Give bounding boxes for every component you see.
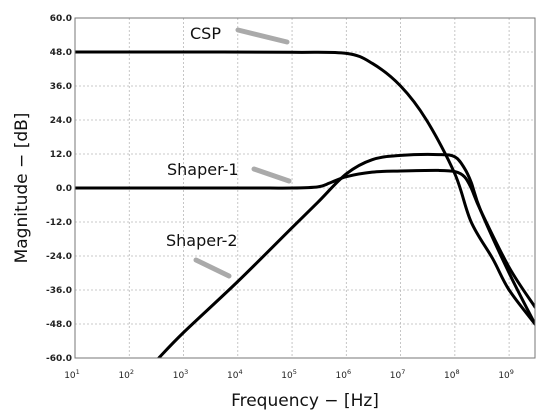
y-tick-label: -60.0	[46, 354, 72, 364]
x-tick-label: 108	[444, 368, 460, 381]
x-tick-label: 107	[390, 368, 406, 381]
y-tick-label: -36.0	[46, 286, 72, 296]
annotation-pointer-csp	[235, 27, 290, 45]
x-tick-label: 106	[336, 368, 352, 381]
y-tick-label: 12.0	[50, 150, 72, 160]
y-axis-label: Magnitude − [dB]	[12, 113, 32, 264]
annotation-csp: CSP	[190, 24, 221, 43]
y-tick-label: 36.0	[50, 82, 72, 92]
y-tick-label: -12.0	[46, 218, 72, 228]
series-line-shaper-1	[75, 168, 535, 309]
x-tick-label: 102	[118, 368, 134, 381]
x-tick-label: 103	[173, 368, 189, 381]
series-lines	[75, 50, 535, 358]
y-tick-label: 24.0	[50, 116, 72, 126]
x-axis-label: Frequency − [Hz]	[231, 391, 379, 411]
y-tick-label: -48.0	[46, 320, 72, 330]
x-tick-label: 105	[281, 368, 297, 381]
x-tick-label: 109	[498, 368, 514, 381]
annotation-shaper-1: Shaper-1	[167, 160, 239, 179]
y-tick-label: 48.0	[50, 48, 72, 58]
series-line-csp	[75, 50, 535, 326]
plot-frame	[74, 17, 536, 359]
y-axis-ticks: 60.0 48.0 36.0 24.0 12.0 0.0 -12.0 -24.0 -36.0 -4…	[46, 14, 72, 364]
annotation-pointer-shaper-2	[193, 257, 232, 279]
annotation-shaper-2: Shaper-2	[166, 231, 238, 250]
annotation-pointer-shaper-1	[251, 166, 292, 184]
x-axis-ticks: 101 102 103 104 105 106 107 108 109	[64, 368, 514, 381]
series-line-shaper-2	[157, 152, 535, 358]
y-tick-label: 0.0	[56, 184, 72, 194]
y-tick-label: 60.0	[50, 14, 72, 24]
x-tick-label: 104	[227, 368, 243, 381]
x-tick-label: 101	[64, 368, 80, 381]
y-tick-label: -24.0	[46, 252, 72, 262]
